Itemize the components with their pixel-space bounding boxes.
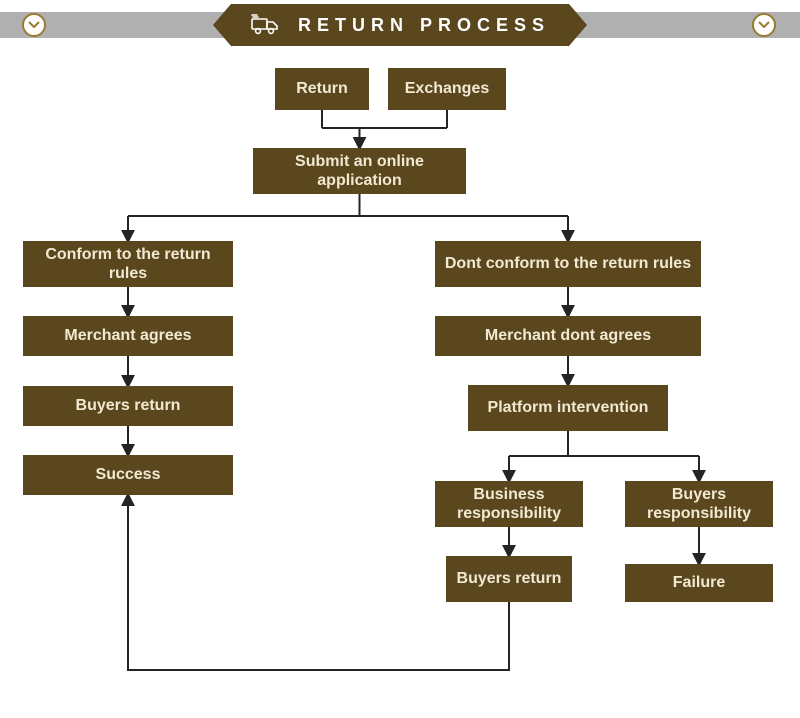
node-failure: Failure	[625, 564, 773, 602]
node-magrees: Merchant agrees	[23, 316, 233, 356]
node-mdontagrees: Merchant dont agrees	[435, 316, 701, 356]
node-conform: Conform to the return rules	[23, 241, 233, 287]
header-title: RETURN PROCESS	[298, 15, 550, 36]
node-return: Return	[275, 68, 369, 110]
node-breturn2: Buyers return	[446, 556, 572, 602]
badge-right-icon	[752, 13, 776, 37]
node-buyresp: Buyers responsibility	[625, 481, 773, 527]
node-submit: Submit an online application	[253, 148, 466, 194]
node-bizresp: Business responsibility	[435, 481, 583, 527]
node-platform: Platform intervention	[468, 385, 668, 431]
node-success: Success	[23, 455, 233, 495]
node-dontconform: Dont conform to the return rules	[435, 241, 701, 287]
badge-left-icon	[22, 13, 46, 37]
node-breturn1: Buyers return	[23, 386, 233, 426]
truck-icon	[250, 13, 280, 37]
header-title-banner: RETURN PROCESS	[213, 4, 587, 46]
node-exchanges: Exchanges	[388, 68, 506, 110]
